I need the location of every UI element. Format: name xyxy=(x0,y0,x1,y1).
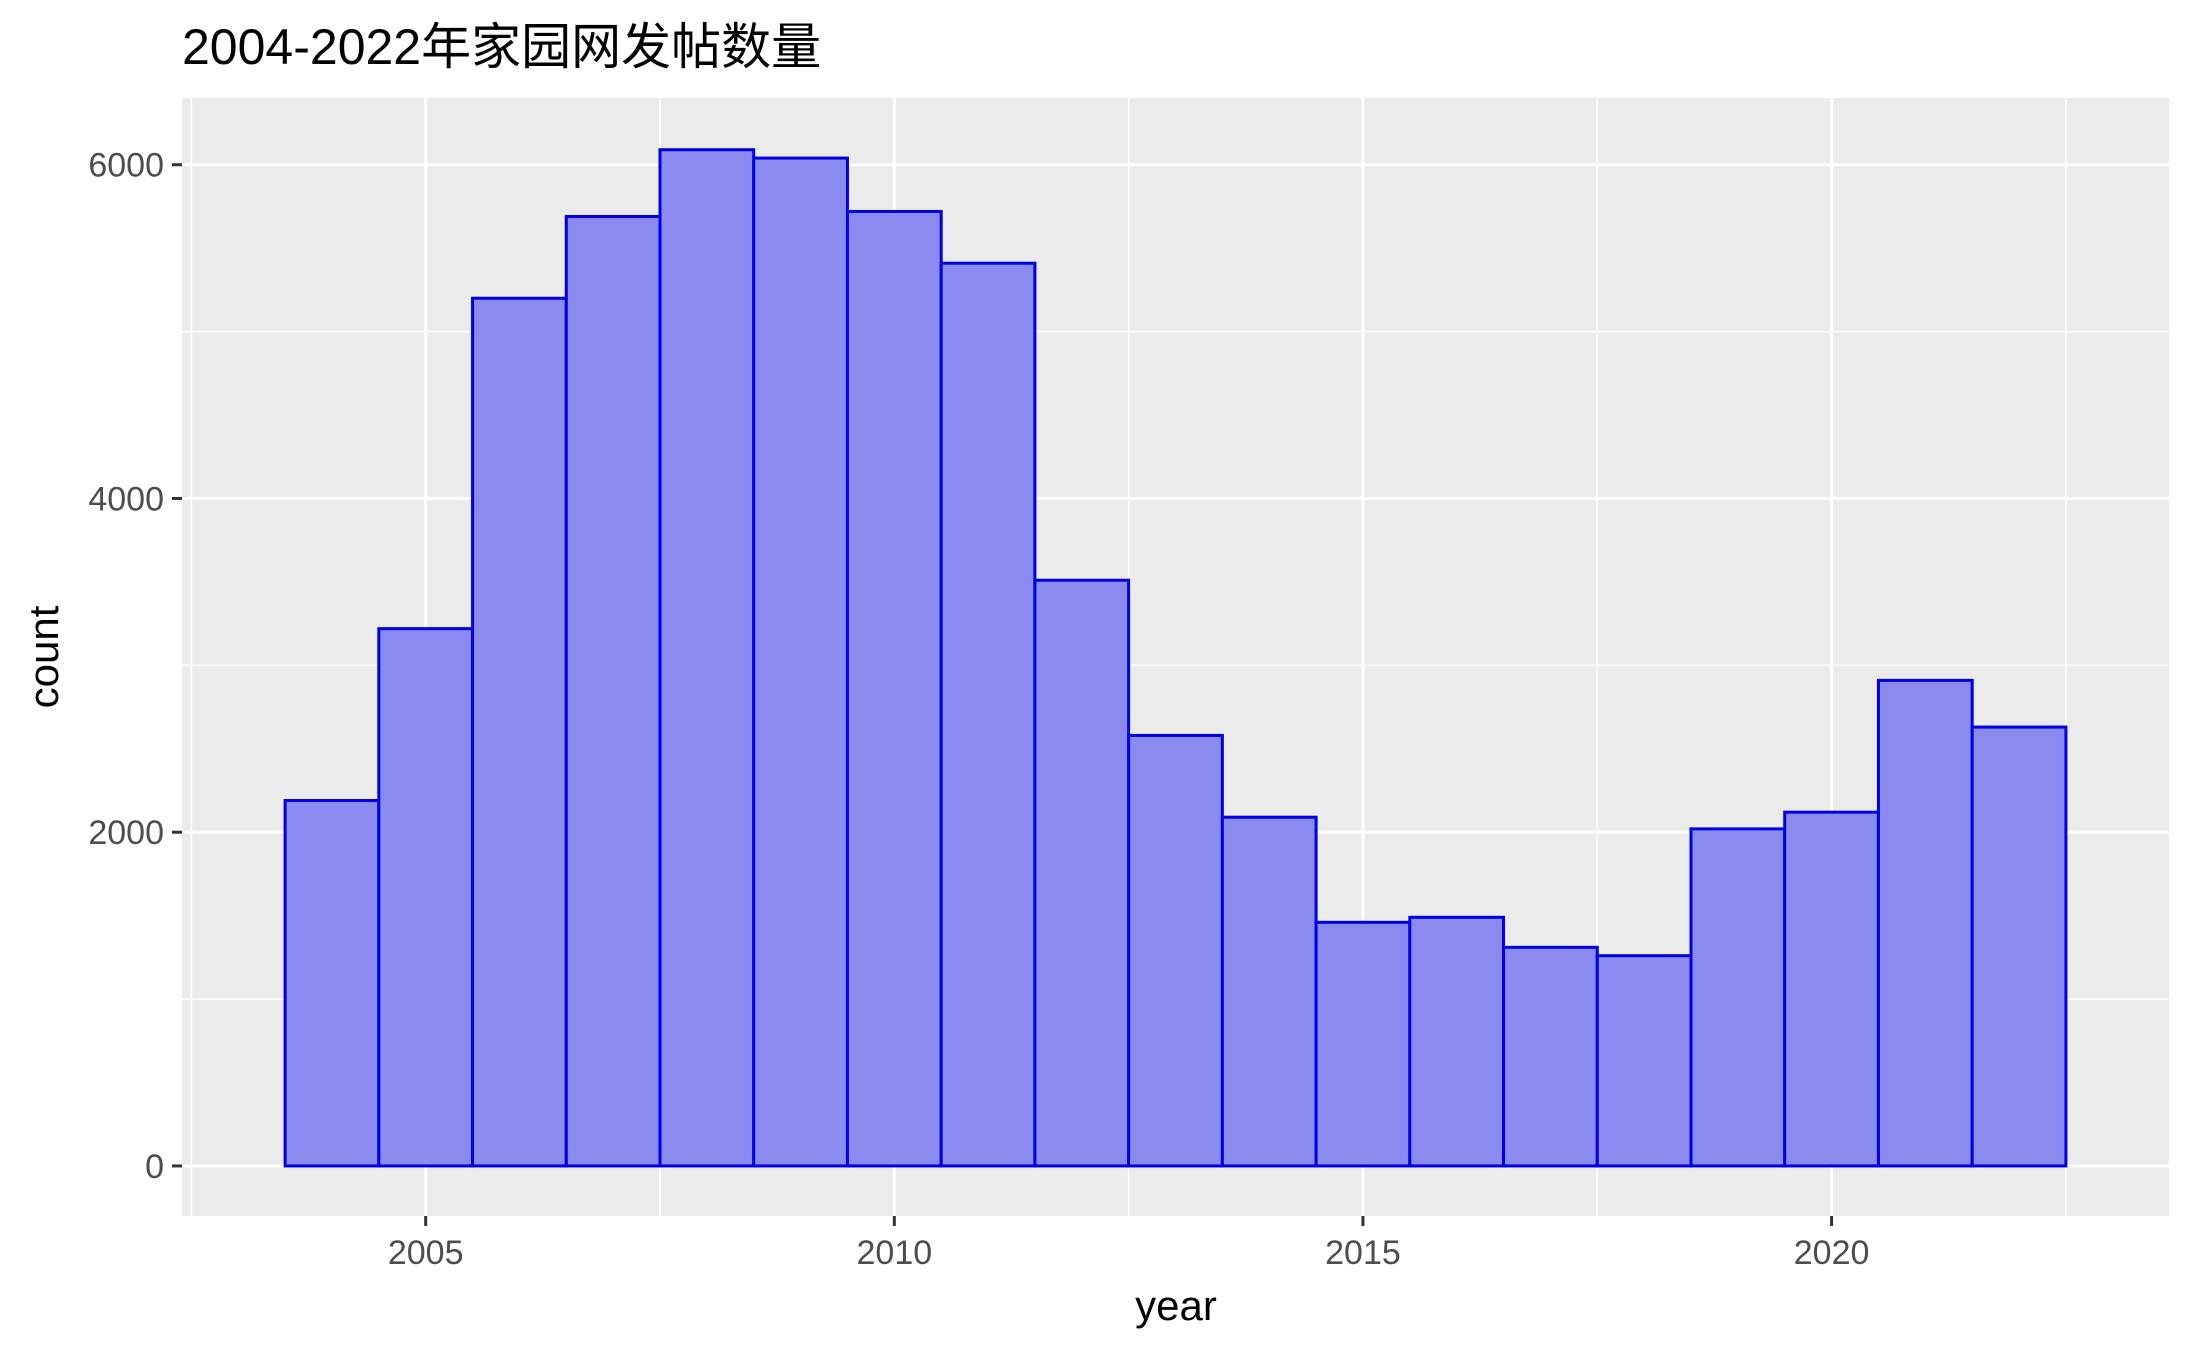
chart-title: 2004-2022年家园网发帖数量 xyxy=(182,19,821,75)
bar-2013 xyxy=(1127,733,1224,1168)
bar-2009 xyxy=(752,156,849,1168)
y-tick-label: 6000 xyxy=(88,147,164,185)
bar-2016 xyxy=(1408,915,1506,1168)
bar-2020 xyxy=(1783,810,1880,1168)
bar-2017 xyxy=(1502,945,1599,1168)
x-axis-title: year xyxy=(1135,1282,1217,1329)
bar-2011 xyxy=(939,261,1037,1168)
bar-2008 xyxy=(658,148,756,1168)
bar-2005 xyxy=(377,627,475,1168)
x-tick-label: 2020 xyxy=(1794,1234,1870,1272)
bar-2018 xyxy=(1595,954,1693,1168)
bar-2021 xyxy=(1876,678,1974,1168)
bar-2015 xyxy=(1314,920,1412,1168)
bar-2019 xyxy=(1689,827,1787,1168)
x-tick-label: 2005 xyxy=(388,1234,464,1272)
y-tick-label: 4000 xyxy=(88,480,164,518)
bar-2012 xyxy=(1033,578,1131,1168)
x-tick-label: 2010 xyxy=(857,1234,933,1272)
bar-2022 xyxy=(1970,725,2068,1168)
axis-ticks: 0 2000 4000 6000 2005 2010 2015 2020 xyxy=(88,147,1869,1272)
y-tick-label: 2000 xyxy=(88,814,164,852)
bar-2006 xyxy=(471,296,568,1168)
y-tick-label: 0 xyxy=(145,1148,164,1186)
bars xyxy=(283,148,2068,1168)
bar-2010 xyxy=(845,209,943,1168)
bar-2007 xyxy=(564,214,662,1168)
x-tick-label: 2015 xyxy=(1325,1234,1401,1272)
bar-2014 xyxy=(1220,815,1318,1168)
y-axis-title: count xyxy=(20,605,67,708)
bar-2004 xyxy=(283,799,381,1168)
